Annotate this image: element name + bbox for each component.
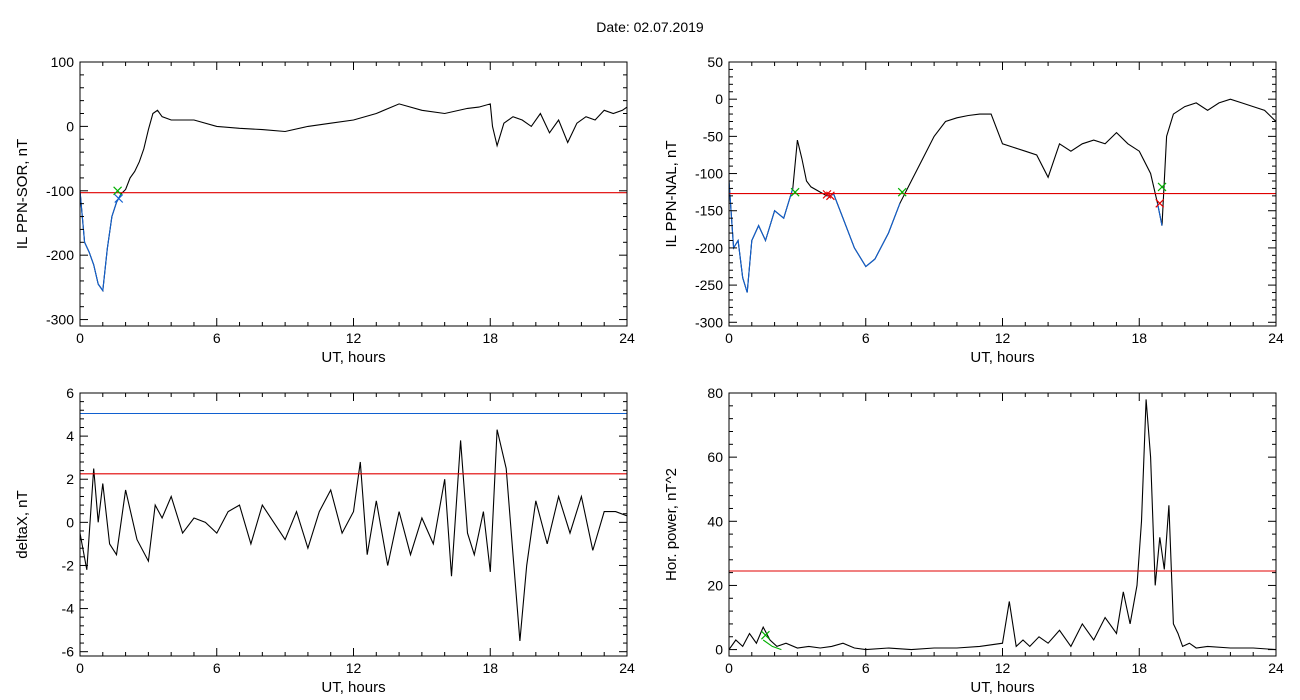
series-line-2 <box>762 639 782 651</box>
series-line-4 <box>1156 203 1163 226</box>
x-tick-label: 0 <box>725 660 733 676</box>
y-tick-label: -300 <box>46 312 74 328</box>
x-tick-label: 6 <box>862 330 870 346</box>
x-tick-label: 6 <box>862 660 870 676</box>
x-tick-label: 18 <box>482 330 498 346</box>
figure-title: Date: 02.07.2019 <box>596 19 704 35</box>
y-tick-label: -300 <box>695 314 723 330</box>
y-tick-label: -2 <box>62 557 75 573</box>
x-tick-label: 24 <box>1268 660 1284 676</box>
y-tick-label: 50 <box>707 54 723 70</box>
x-tick-label: 12 <box>346 660 362 676</box>
series-line-2 <box>80 190 122 293</box>
x-tick-label: 18 <box>1131 330 1147 346</box>
plot-frame <box>79 392 628 657</box>
plot-frame <box>728 392 1277 657</box>
y-tick-label: -4 <box>62 601 75 617</box>
y-tick-label: 6 <box>66 385 74 401</box>
y-tick-label: 80 <box>707 385 723 401</box>
x-axis-label: UT, hours <box>970 349 1034 366</box>
y-axis-label: IL PPN-NAL, nT <box>663 141 680 248</box>
y-tick-label: 2 <box>66 471 74 487</box>
x-tick-label: 24 <box>619 330 635 346</box>
x-tick-label: 18 <box>482 660 498 676</box>
x-tick-label: 12 <box>995 330 1011 346</box>
event-marker-1 <box>113 186 123 196</box>
y-tick-label: -150 <box>695 203 723 219</box>
series-line-3 <box>826 193 901 268</box>
x-tick-label: 12 <box>346 330 362 346</box>
x-axis-label: UT, hours <box>321 349 385 366</box>
event-marker-1 <box>761 630 770 640</box>
event-marker-1 <box>790 187 800 197</box>
x-tick-label: 0 <box>725 330 733 346</box>
series-line-1 <box>729 98 1276 293</box>
x-tick-label: 12 <box>995 660 1011 676</box>
chart-panel-4: 0 6 12 18 24 0 20 40 60 80 UT, hours Hor. power, nT… <box>663 385 1284 696</box>
y-tick-label: 0 <box>66 514 74 530</box>
event-marker-6 <box>1157 182 1167 192</box>
event-marker-2 <box>114 194 124 203</box>
x-tick-label: 24 <box>619 660 635 676</box>
y-tick-label: 0 <box>715 91 723 107</box>
series-line-1 <box>80 103 627 293</box>
y-tick-label: -200 <box>46 247 74 263</box>
x-tick-label: 0 <box>76 330 84 346</box>
y-tick-label: -200 <box>695 240 723 256</box>
series-line-1 <box>80 429 627 641</box>
event-marker-5 <box>1155 198 1165 208</box>
y-tick-label: 0 <box>66 118 74 134</box>
y-tick-label: 4 <box>66 428 74 444</box>
y-tick-label: 100 <box>51 54 75 70</box>
y-tick-label: -6 <box>62 644 75 660</box>
series-line-1 <box>729 399 1276 651</box>
y-tick-label: 20 <box>707 577 723 593</box>
series-line-2 <box>729 180 794 293</box>
y-tick-label: 0 <box>715 642 723 658</box>
plot-frame <box>79 61 628 327</box>
x-axis-label: UT, hours <box>970 679 1034 696</box>
y-axis-label: deltaX, nT <box>14 490 31 558</box>
y-tick-label: 60 <box>707 449 723 465</box>
event-marker-4 <box>897 187 907 197</box>
event-marker-3 <box>825 191 835 201</box>
y-axis-label: Hor. power, nT^2 <box>663 468 680 581</box>
y-tick-label: -100 <box>695 166 723 182</box>
chart-panel-1: 0 6 12 18 24 -300 -200 -100 0 100 UT, hours IL PPN-… <box>14 54 635 366</box>
y-axis-label: IL PPN-SOR, nT <box>14 139 31 249</box>
x-tick-label: 18 <box>1131 660 1147 676</box>
y-tick-label: -250 <box>695 277 723 293</box>
x-tick-label: 24 <box>1268 330 1284 346</box>
x-axis-label: UT, hours <box>321 679 385 696</box>
x-tick-label: 6 <box>213 660 221 676</box>
y-tick-label: 40 <box>707 513 723 529</box>
x-tick-label: 6 <box>213 330 221 346</box>
y-tick-label: -100 <box>46 183 74 199</box>
chart-panel-2: 0 6 12 18 24 -300 -250 -200 -150 -100 -50 0 50 UT, ho… <box>663 54 1284 366</box>
x-tick-label: 0 <box>76 660 84 676</box>
y-tick-label: -50 <box>703 128 723 144</box>
